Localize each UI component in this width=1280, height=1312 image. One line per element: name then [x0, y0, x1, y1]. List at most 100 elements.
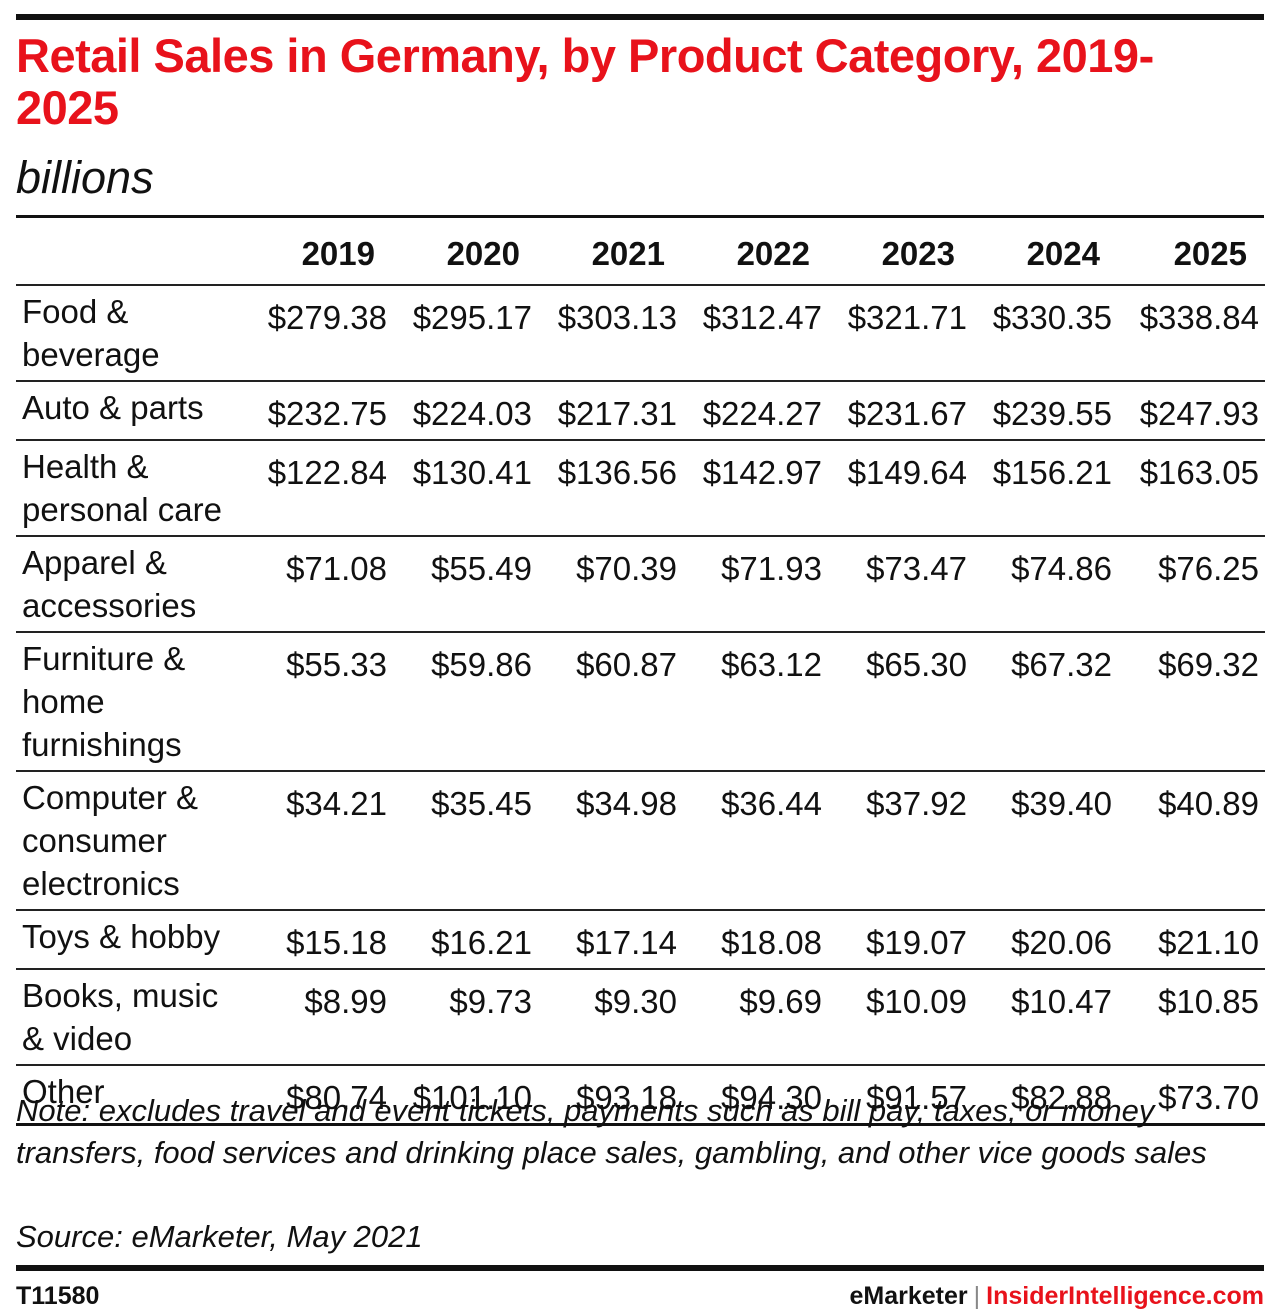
row-label: Health & personal care: [16, 439, 248, 536]
table-cell: $91.57: [828, 1064, 973, 1126]
table-cell: $156.21: [973, 439, 1118, 536]
table-cell: $321.71: [828, 284, 973, 381]
row-label: Apparel & accessories: [16, 535, 248, 632]
column-header-2022: 2022: [736, 234, 810, 272]
source-line: Source: eMarketer, May 2021: [16, 1219, 423, 1254]
table-cell: $149.64: [828, 439, 973, 536]
table-cell: $232.75: [248, 380, 393, 440]
header-rule: [16, 215, 1264, 218]
table-cell: $67.32: [973, 631, 1118, 771]
table-cell: $17.14: [538, 909, 683, 969]
table-cell: $247.93: [1118, 380, 1265, 440]
table-cell: $142.97: [683, 439, 828, 536]
top-rule: [16, 14, 1264, 20]
table-cell: $34.98: [538, 770, 683, 910]
table-row: Food & beverage $279.38 $295.17 $303.13 $312…: [16, 284, 1265, 381]
table-cell: $94.30: [683, 1064, 828, 1126]
row-label: Toys & hobby: [16, 909, 248, 969]
brand-insider-intelligence: InsiderIntelligence.com: [986, 1282, 1264, 1310]
table-cell: $330.35: [973, 284, 1118, 381]
table-cell: $34.21: [248, 770, 393, 910]
table-cell: $9.73: [393, 968, 538, 1065]
brand-separator: |: [973, 1282, 981, 1310]
chart-id: T11580: [16, 1282, 100, 1310]
table-cell: $76.25: [1118, 535, 1265, 632]
table-cell: $303.13: [538, 284, 683, 381]
table-cell: $231.67: [828, 380, 973, 440]
column-header-2024: 2024: [1026, 234, 1100, 272]
chart-title: Retail Sales in Germany, by Product Cate…: [16, 29, 1154, 134]
corner-cell: [16, 222, 248, 285]
table-cell: $21.10: [1118, 909, 1265, 969]
table-row: Books, music & video $8.99 $9.73 $9.30 $9.69…: [16, 968, 1265, 1065]
table-cell: $80.74: [248, 1064, 393, 1126]
table-cell: $55.49: [393, 535, 538, 632]
table-row: Health & personal care $122.84 $130.41 $136…: [16, 439, 1265, 536]
table-cell: $224.27: [683, 380, 828, 440]
row-label: Furniture & home furnishings: [16, 631, 248, 771]
table-cell: $122.84: [248, 439, 393, 536]
table-cell: $295.17: [393, 284, 538, 381]
table-cell: $73.47: [828, 535, 973, 632]
table-row: Auto & parts $232.75 $224.03 $217.31 $224.27…: [16, 380, 1265, 440]
table-cell: $130.41: [393, 439, 538, 536]
table-cell: $18.08: [683, 909, 828, 969]
table-row: Toys & hobby $15.18 $16.21 $17.14 $18.08 $19.…: [16, 909, 1265, 969]
row-label: Auto & parts: [16, 380, 248, 440]
table-cell: $59.86: [393, 631, 538, 771]
data-table: 2019 2020 2021 2022 2023 2024 2025 Food & beve…: [16, 222, 1265, 1126]
table-cell: $224.03: [393, 380, 538, 440]
table-cell: $279.38: [248, 284, 393, 381]
table-cell: $55.33: [248, 631, 393, 771]
row-label: Computer & consumer electronics: [16, 770, 248, 910]
table-cell: $8.99: [248, 968, 393, 1065]
table-cell: $217.31: [538, 380, 683, 440]
row-label: Food & beverage: [16, 284, 248, 381]
table-cell: $82.88: [973, 1064, 1118, 1126]
row-label: Books, music & video: [16, 968, 248, 1065]
table-cell: $101.10: [393, 1064, 538, 1126]
table-cell: $63.12: [683, 631, 828, 771]
table-cell: $9.69: [683, 968, 828, 1065]
chart-subtitle: billions: [16, 152, 154, 203]
table-row: Furniture & home furnishings $55.33 $59.86…: [16, 631, 1265, 771]
table-cell: $40.89: [1118, 770, 1265, 910]
column-header-2020: 2020: [446, 234, 520, 272]
table-cell: $36.44: [683, 770, 828, 910]
column-header-2025: 2025: [1173, 234, 1247, 272]
brand-line: eMarketer | InsiderIntelligence.com: [850, 1280, 1265, 1312]
table-row: Computer & consumer electronics $34.21 $35…: [16, 770, 1265, 910]
table-cell: $37.92: [828, 770, 973, 910]
brand-emarketer: eMarketer: [849, 1282, 968, 1310]
table-cell: $10.85: [1118, 968, 1265, 1065]
table-cell: $136.56: [538, 439, 683, 536]
footnote: Note: excludes travel and event tickets,…: [16, 1093, 1207, 1170]
table-cell: $74.86: [973, 535, 1118, 632]
header-row: 2019 2020 2021 2022 2023 2024 2025: [16, 222, 1265, 285]
table-cell: $73.70: [1118, 1064, 1265, 1126]
table-cell: $69.32: [1118, 631, 1265, 771]
table-cell: $19.07: [828, 909, 973, 969]
table-cell: $60.87: [538, 631, 683, 771]
column-header-2021: 2021: [591, 234, 665, 272]
table-row: Other $80.74 $101.10 $93.18 $94.30 $91.57 $82.…: [16, 1064, 1265, 1126]
table-cell: $70.39: [538, 535, 683, 632]
table-cell: $71.93: [683, 535, 828, 632]
table-cell: $163.05: [1118, 439, 1265, 536]
column-header-2023: 2023: [881, 234, 955, 272]
table-cell: $35.45: [393, 770, 538, 910]
table-cell: $20.06: [973, 909, 1118, 969]
table-cell: $312.47: [683, 284, 828, 381]
table-row: Apparel & accessories $71.08 $55.49 $70.39 $…: [16, 535, 1265, 632]
table-cell: $239.55: [973, 380, 1118, 440]
column-header-2019: 2019: [301, 234, 375, 272]
table-cell: $9.30: [538, 968, 683, 1065]
table-cell: $71.08: [248, 535, 393, 632]
footer-rule: [16, 1265, 1264, 1271]
table-cell: $10.09: [828, 968, 973, 1065]
table-cell: $15.18: [248, 909, 393, 969]
table-cell: $93.18: [538, 1064, 683, 1126]
table-cell: $16.21: [393, 909, 538, 969]
table-cell: $65.30: [828, 631, 973, 771]
table-cell: $338.84: [1118, 284, 1265, 381]
